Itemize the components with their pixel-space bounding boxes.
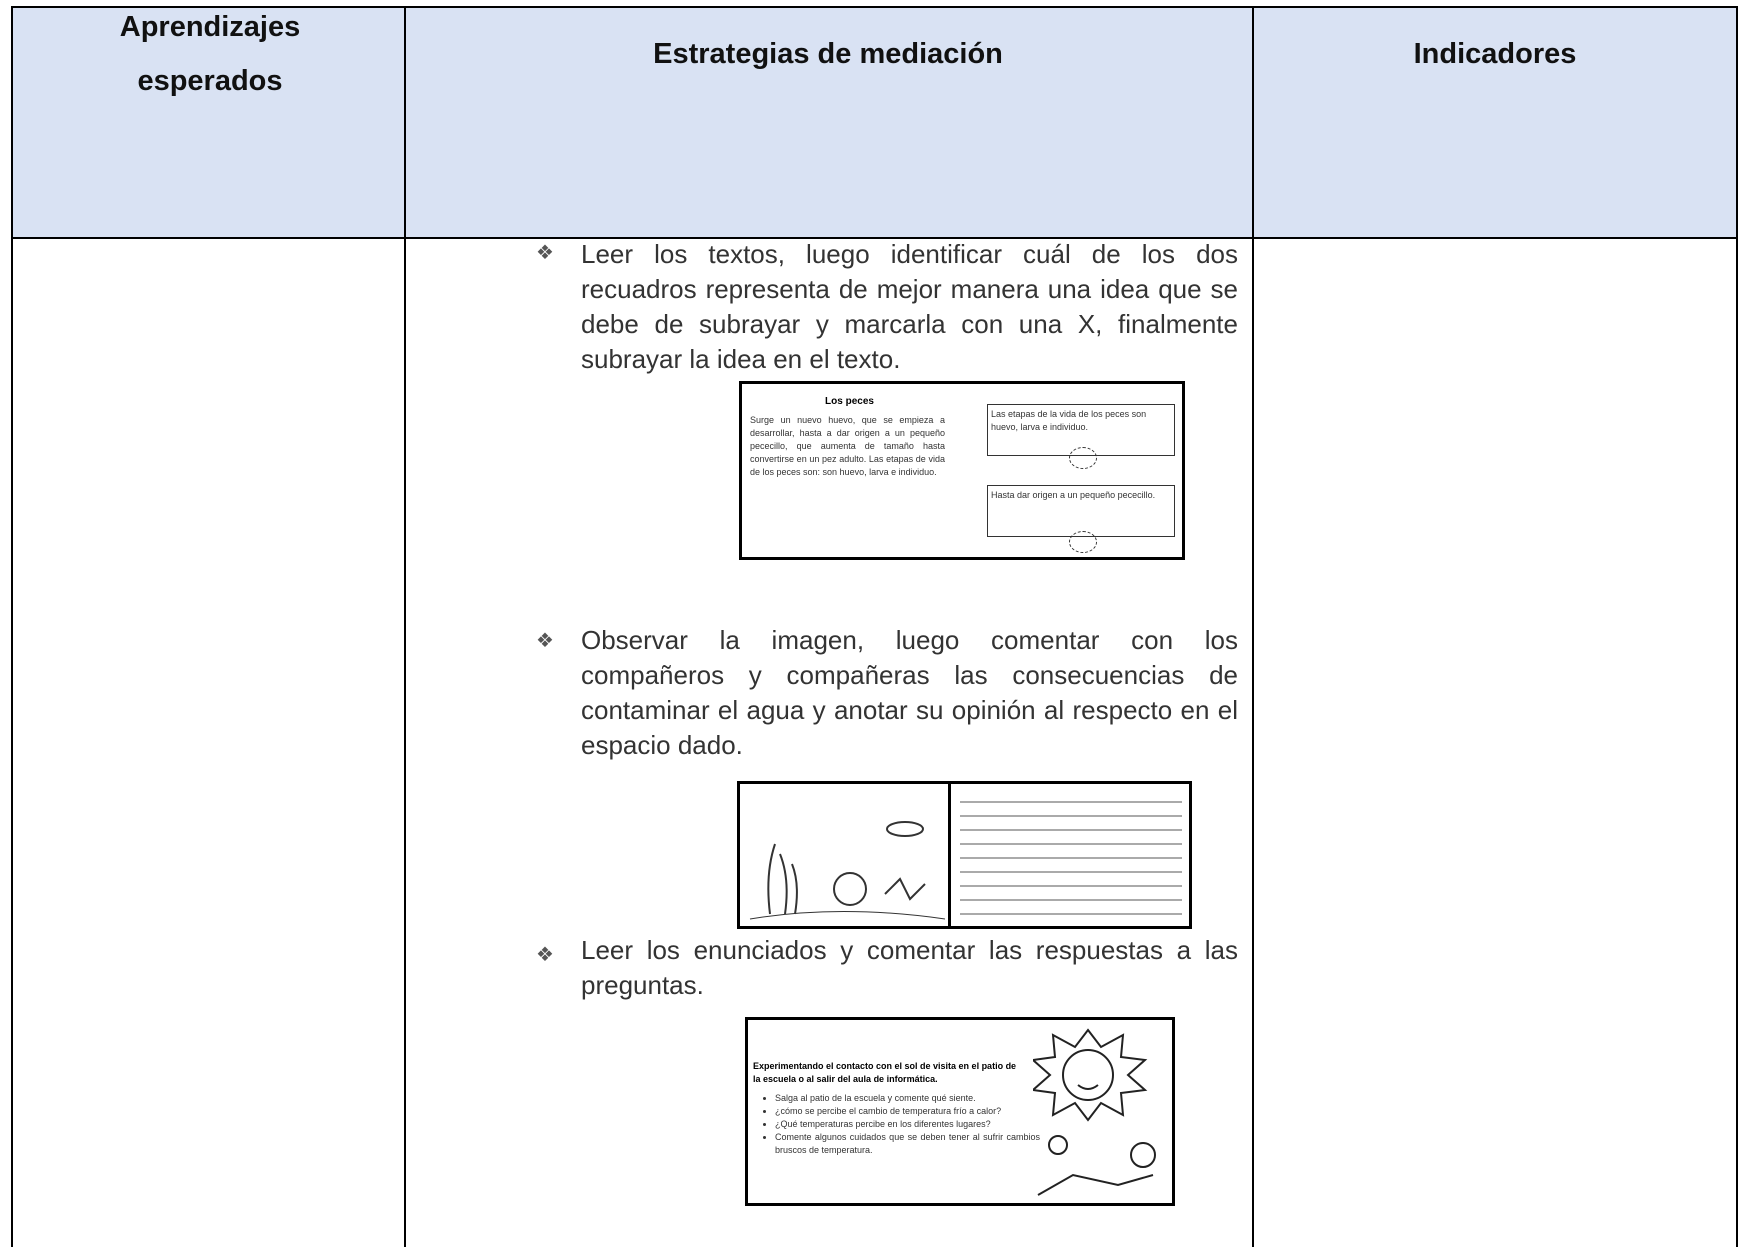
header-cell: Aprendizajes esperados — [119, 11, 301, 97]
item-text: Leer los enunciados y comentar las respu… — [581, 935, 1238, 1000]
illustration — [749, 821, 946, 920]
figure-text: Surge un nuevo huevo, que se empieza a d… — [750, 415, 945, 477]
question: ¿cómo se percibe el cambio de temperatur… — [775, 1105, 1040, 1118]
border — [1252, 6, 1254, 1247]
question: Salga al patio de la escuela y comente q… — [775, 1092, 1040, 1105]
header-cell: Indicadores — [1413, 38, 1577, 70]
border — [11, 6, 1738, 8]
circle — [1069, 531, 1097, 553]
circle — [1069, 447, 1097, 469]
header-row — [11, 6, 1738, 238]
border — [11, 6, 13, 1247]
border — [404, 6, 406, 1247]
bullet: ❖ — [536, 630, 554, 652]
option-box: Hasta dar origen a un pequeño pececillo. — [987, 485, 1175, 537]
question: ¿Qué temperaturas percibe en los diferen… — [775, 1118, 1040, 1131]
figure — [737, 781, 1192, 929]
figure: Los peces Surge un nuevo huevo, que se e… — [739, 381, 1185, 560]
border — [11, 237, 1738, 239]
divider — [948, 784, 951, 926]
item-text: Observar la imagen, luego comentar con l… — [581, 625, 1238, 760]
figure: Experimentando el contacto con el sol de… — [745, 1017, 1175, 1206]
figure-title: Los peces — [825, 396, 874, 407]
question: Comente algunos cuidados que se deben te… — [775, 1131, 1040, 1157]
illustration — [1033, 1028, 1156, 1196]
border — [1736, 6, 1738, 1247]
header-cell: Estrategias de mediación — [653, 38, 1003, 70]
figure-title: Experimentando el contacto con el sol de… — [753, 1061, 1017, 1084]
bullet: ❖ — [536, 242, 554, 264]
question-list: Salga al patio de la escuela y comente q… — [753, 1092, 1040, 1157]
writing-lines — [960, 801, 1182, 915]
bullet: ❖ — [536, 944, 554, 966]
item-text: Leer los textos, luego identificar cuál … — [581, 239, 1238, 374]
